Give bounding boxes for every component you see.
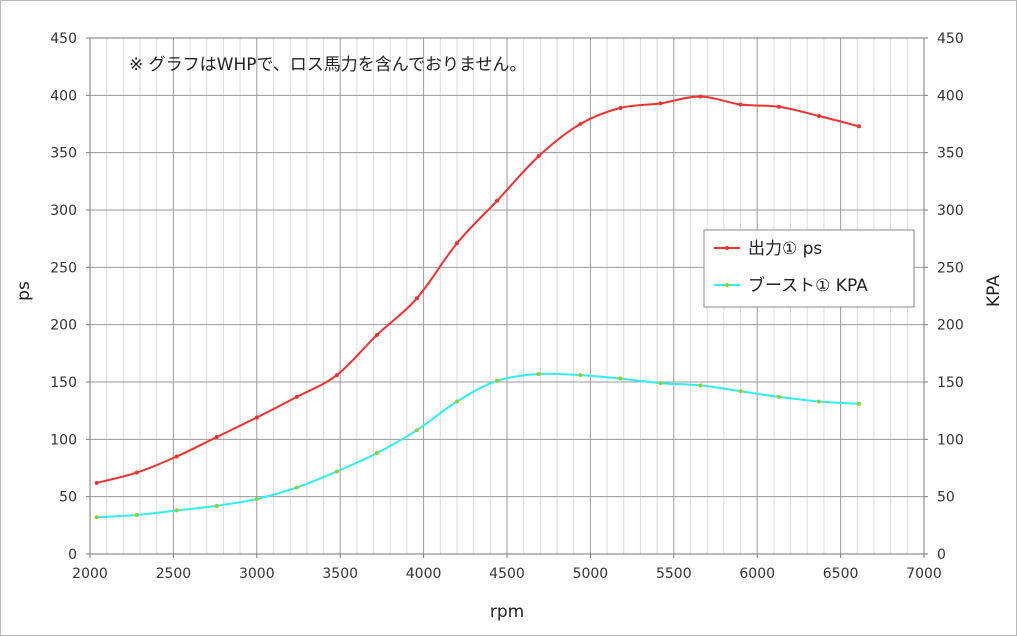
x-tick-label: 4500 [489, 566, 525, 582]
x-tick-label: 5000 [573, 566, 609, 582]
data-point-power [414, 296, 419, 301]
y-tick-label: 450 [50, 31, 77, 47]
data-point-power [816, 113, 821, 118]
data-point-boost [134, 513, 139, 518]
y-tick-label: 350 [50, 146, 77, 162]
legend: 出力① ps ブースト① KPA [703, 229, 915, 308]
data-point-power [578, 122, 583, 126]
series-layer [94, 94, 861, 520]
y-tick-label: 250 [50, 260, 77, 276]
y-axis-title: ps [14, 281, 34, 301]
data-point-power [214, 435, 219, 440]
data-point-boost [698, 383, 703, 388]
legend-marker-boost [725, 283, 729, 287]
y2-tick-label: 300 [937, 203, 964, 219]
data-point-power [658, 101, 663, 106]
data-point-boost [494, 378, 499, 383]
data-point-power [618, 105, 623, 110]
y-tick-label: 200 [50, 318, 77, 334]
data-point-power [454, 241, 459, 246]
data-point-power [294, 394, 299, 399]
y2-tick-label: 400 [937, 88, 964, 104]
x-tick-label: 2000 [72, 566, 108, 582]
data-point-power [738, 102, 743, 107]
data-point-boost [658, 381, 663, 386]
data-point-boost [856, 401, 861, 406]
y2-tick-label: 200 [937, 318, 964, 334]
data-point-boost [294, 485, 299, 490]
data-point-power [374, 332, 379, 337]
data-point-boost [816, 399, 821, 404]
data-point-boost [618, 376, 623, 381]
series-line-power [96, 95, 860, 484]
x-tick-label: 3500 [322, 566, 358, 582]
x-tick-label: 6000 [739, 566, 775, 582]
x-tick-label: 6500 [823, 566, 859, 582]
y2-tick-label: 450 [937, 31, 964, 47]
data-point-power [494, 198, 499, 203]
legend-label-boost: ブースト① KPA [748, 275, 868, 296]
x-tick-label: 7000 [906, 566, 942, 582]
data-point-boost [776, 394, 781, 399]
data-point-power [536, 154, 541, 159]
data-point-power [94, 480, 99, 485]
data-point-boost [454, 399, 459, 404]
x-tick-label: 4000 [406, 566, 442, 582]
data-point-boost [254, 496, 259, 501]
x-tick-label: 3000 [239, 566, 275, 582]
data-point-boost [374, 451, 379, 456]
y-tick-label: 400 [50, 88, 77, 104]
data-point-power [254, 415, 259, 420]
y-tick-label: 50 [59, 490, 77, 506]
y2-axis-title: KPA [984, 275, 1004, 307]
data-point-boost [578, 373, 583, 378]
y2-axis-ticks: 0 50 100 150 200 250 300 350 400 450 [924, 31, 964, 563]
x-axis-title: rpm [490, 602, 524, 622]
data-point-power [334, 373, 339, 378]
major-grid [90, 38, 924, 554]
series-line-boost [96, 372, 859, 519]
data-point-power [856, 124, 861, 129]
data-point-power [776, 104, 781, 109]
y-tick-label: 150 [50, 375, 77, 391]
data-point-power [174, 454, 179, 459]
data-point-power [134, 470, 139, 475]
data-point-boost [334, 469, 339, 474]
y2-tick-label: 350 [937, 146, 964, 162]
x-axis-ticks: 2000 2500 3000 3500 4000 4500 5000 5500 6000 6500… [72, 554, 942, 582]
legend-marker-power [725, 246, 729, 250]
y2-tick-label: 150 [937, 375, 964, 391]
data-point-boost [738, 389, 743, 394]
minor-grid [106, 38, 908, 554]
y2-tick-label: 100 [937, 432, 964, 448]
y-tick-label: 0 [68, 547, 77, 563]
y-axis-ticks: 0 50 100 150 200 250 300 350 400 450 [50, 31, 90, 563]
y2-tick-label: 0 [937, 547, 946, 563]
x-tick-label: 5500 [656, 566, 692, 582]
data-point-boost [94, 515, 99, 520]
data-point-boost [174, 508, 179, 513]
data-point-boost [536, 371, 541, 376]
y-tick-label: 300 [50, 203, 77, 219]
legend-box [703, 229, 915, 308]
y-tick-label: 100 [50, 432, 77, 448]
data-point-boost [214, 503, 219, 508]
y2-tick-label: 50 [937, 490, 955, 506]
data-point-power [698, 94, 703, 99]
data-point-boost [414, 428, 419, 433]
y2-tick-label: 250 [937, 260, 964, 276]
x-tick-label: 2500 [156, 566, 192, 582]
legend-label-power: 出力① ps [748, 239, 822, 259]
chart-annotation: ※ グラフはWHPで、ロス馬力を含んでおりません。 [129, 55, 526, 75]
